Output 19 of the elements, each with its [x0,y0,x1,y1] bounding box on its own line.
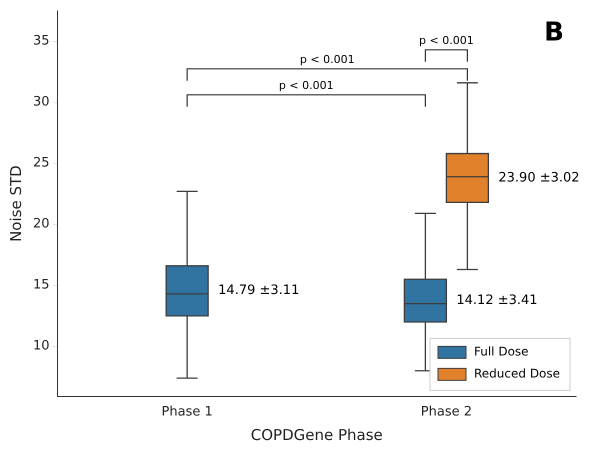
y-tick-label: 30 [32,94,50,110]
annotation: p < 0.001 [300,53,355,66]
legend-label: Full Dose [474,344,529,359]
y-tick-label: 10 [32,338,50,354]
y-axis-title: Noise STD [6,165,25,242]
annotation: 14.79 ±3.11 [218,283,300,298]
y-tick-label: 20 [32,216,50,232]
x-tick-label: Phase 2 [420,404,472,420]
x-axis-title: COPDGene Phase [250,426,383,444]
annotation: p < 0.001 [278,79,334,92]
annotation: p < 0.001 [419,34,474,48]
legend-label: Reduced Dose [474,366,560,381]
chart-title: B [544,18,564,48]
y-tick-label: 25 [32,156,50,171]
annotation: 14.12 ±3.41 [456,292,538,308]
y-tick-label: 35 [32,34,50,49]
x-tick-label: Phase 1 [162,404,213,420]
y-tick-label: 15 [32,278,50,293]
annotation: 23.90 ±3.02 [498,170,580,186]
